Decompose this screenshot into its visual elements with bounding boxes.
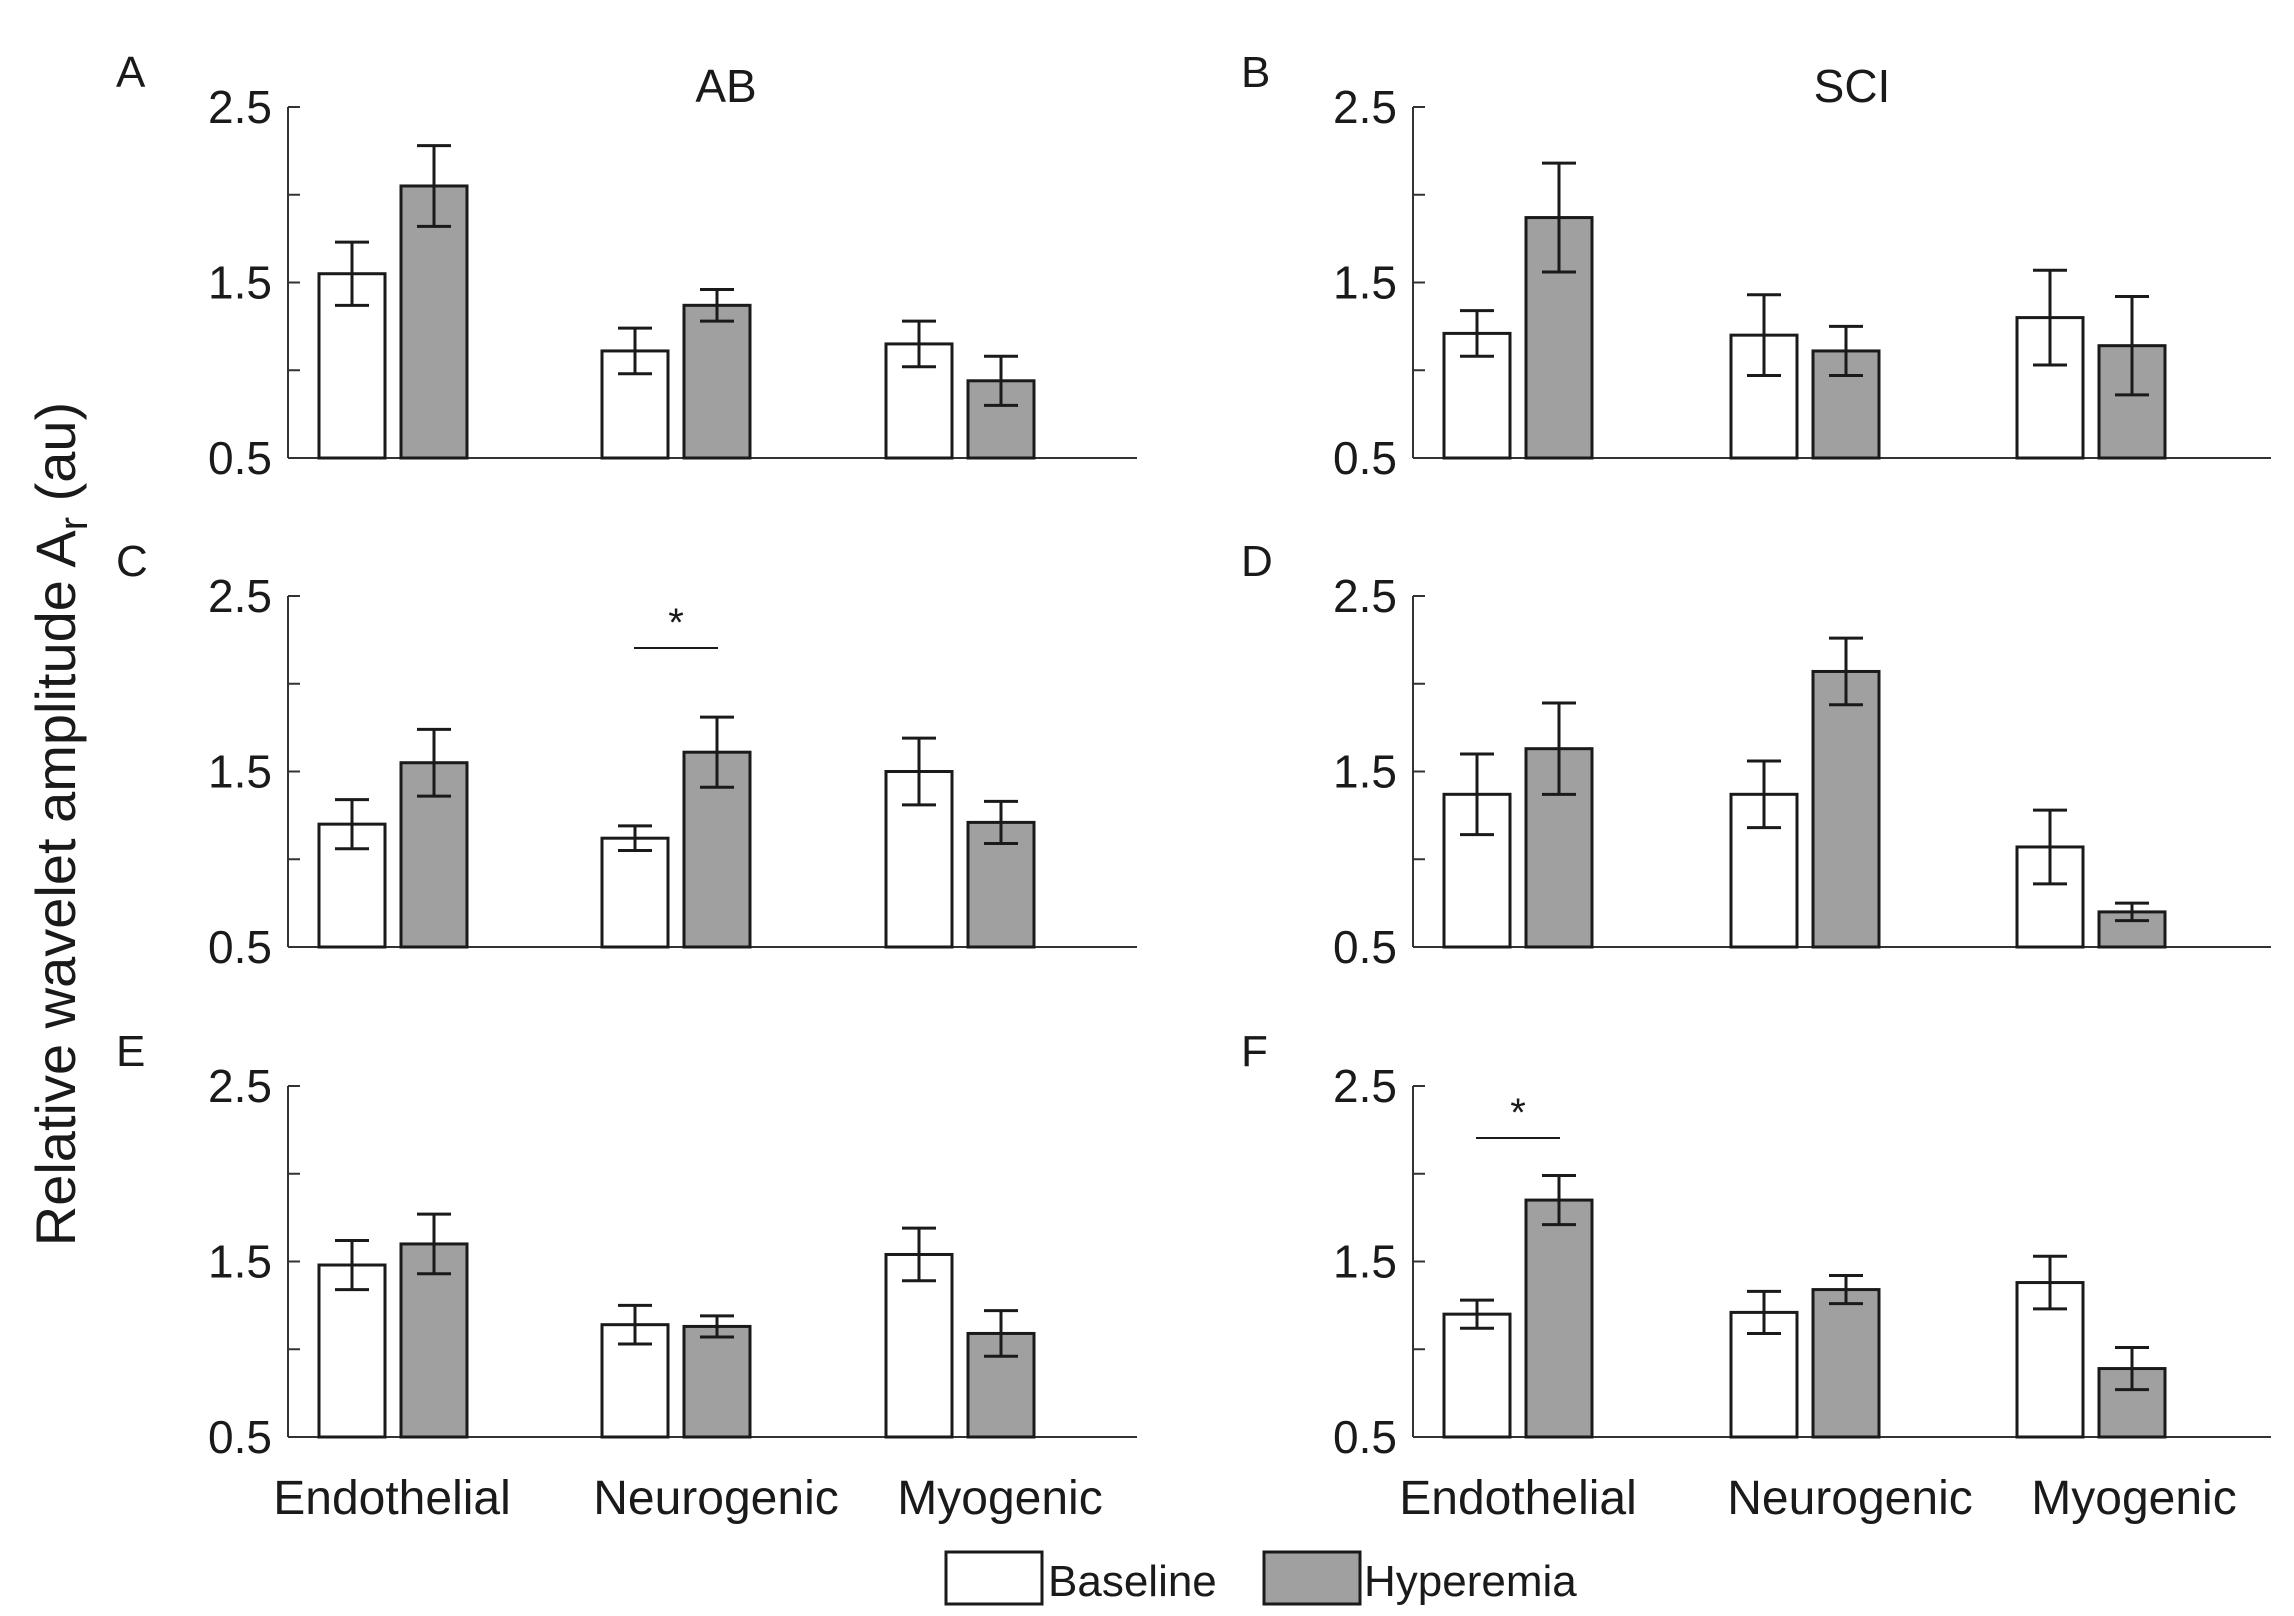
panel-f: F 0.5 1.5 2.5 * [1241, 1027, 2271, 1463]
y-tick-label: 2.5 [1333, 81, 1397, 133]
panel-letter: A [116, 48, 146, 97]
legend-swatch-baseline [944, 1550, 1044, 1606]
legend-swatch-hyperemia [1262, 1550, 1362, 1606]
bar-hyperemia [1811, 1288, 1881, 1439]
y-tick-label: 1.5 [1333, 1236, 1397, 1288]
legend: Baseline Hyperemia [944, 1550, 1577, 1606]
y-tick-label: 0.5 [1333, 1411, 1397, 1463]
panel-letter: E [116, 1027, 145, 1076]
bar-baseline [317, 1263, 387, 1439]
panel-letter: B [1241, 48, 1270, 97]
significance-asterisk: * [668, 601, 684, 645]
y-tick-label: 2.5 [208, 81, 272, 133]
bar-hyperemia [399, 184, 469, 460]
y-tick-label: 0.5 [208, 432, 272, 484]
bar-baseline [884, 1252, 954, 1439]
category-label: Myogenic [897, 1472, 1102, 1525]
y-tick-label: 0.5 [1333, 921, 1397, 973]
y-tick-label: 2.5 [1333, 570, 1397, 622]
panel-b: B 0.5 1.5 2.5 [1241, 48, 2271, 484]
y-tick-label: 0.5 [1333, 432, 1397, 484]
y-tick-label: 2.5 [208, 570, 272, 622]
bar-hyperemia [1524, 1198, 1594, 1439]
legend-label-baseline: Baseline [1048, 1557, 1217, 1606]
panel-a: A 0.5 1.5 2.5 [116, 48, 1137, 484]
y-tick-label: 1.5 [208, 257, 272, 309]
bar-hyperemia [399, 1242, 469, 1439]
panel-letter: C [116, 537, 148, 586]
y-tick-label: 0.5 [208, 1411, 272, 1463]
category-label: Endothelial [1399, 1472, 1637, 1525]
y-tick-label: 2.5 [208, 1060, 272, 1112]
y-tick-label: 1.5 [1333, 746, 1397, 798]
y-axis-label-main: Relative wavelet amplitude A [24, 530, 87, 1247]
panels: A 0.5 1.5 2.5 B 0.5 1.5 2.5 C 0.5 1.5 2.5 * D 0.5 1.5 2.… [116, 48, 2271, 1463]
category-label: Myogenic [2031, 1472, 2236, 1525]
bar-baseline [600, 836, 670, 949]
category-label: Endothelial [273, 1472, 511, 1525]
panel-letter: D [1241, 537, 1273, 586]
y-axis-label: Relative wavelet amplitude Ar (au) [24, 402, 96, 1246]
panel-c: C 0.5 1.5 2.5 * [116, 537, 1137, 973]
y-tick-label: 2.5 [1333, 1060, 1397, 1112]
panel-d: D 0.5 1.5 2.5 [1241, 537, 2271, 973]
y-axis-label-unit: (au) [24, 402, 87, 517]
panel-e: E 0.5 1.5 2.5 [116, 1027, 1137, 1463]
category-label: Neurogenic [593, 1472, 838, 1525]
column-title-ab: AB [695, 60, 756, 112]
y-tick-label: 1.5 [1333, 257, 1397, 309]
significance-asterisk: * [1510, 1091, 1526, 1135]
column-title-sci: SCI [1814, 60, 1891, 112]
panel-letter: F [1241, 1027, 1268, 1076]
y-axis-label-subscript: r [52, 517, 96, 530]
y-tick-label: 1.5 [208, 1236, 272, 1288]
bar-hyperemia [682, 1324, 752, 1439]
bar-hyperemia [682, 303, 752, 460]
bar-baseline [1442, 1312, 1512, 1439]
category-labels-right: Endothelial Neurogenic Myogenic [1399, 1472, 2236, 1525]
y-tick-label: 0.5 [208, 921, 272, 973]
category-label: Neurogenic [1727, 1472, 1972, 1525]
bar-hyperemia [1811, 669, 1881, 949]
y-tick-label: 1.5 [208, 746, 272, 798]
category-labels-left: Endothelial Neurogenic Myogenic [273, 1472, 1102, 1525]
legend-label-hyperemia: Hyperemia [1364, 1557, 1577, 1606]
